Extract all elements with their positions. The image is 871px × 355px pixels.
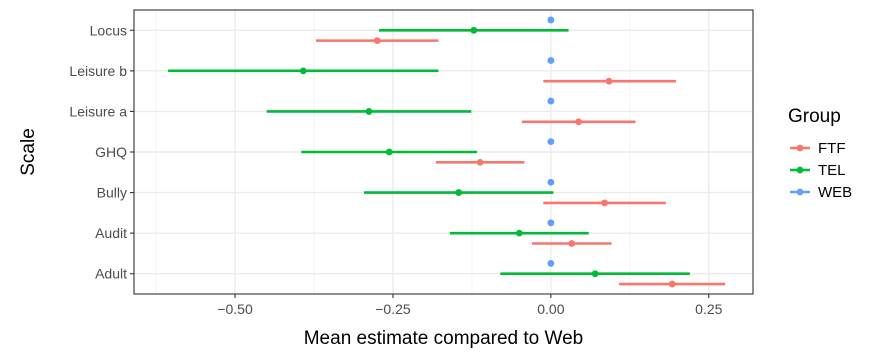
legend-item-tel: TEL (790, 162, 846, 179)
data-point (470, 26, 478, 34)
data-point (668, 280, 676, 288)
legend-item-web: WEB (790, 184, 852, 201)
series-tel (168, 26, 690, 278)
data-point (575, 118, 583, 126)
axes: −0.50 −0.25 0.00 0.25 Locus Leisure b Leisure … (69, 22, 722, 317)
legend-title: Group (788, 106, 841, 127)
data-point (547, 219, 555, 227)
data-point (547, 16, 555, 24)
data-point (373, 37, 381, 45)
data-point (515, 229, 523, 237)
series-layer (168, 16, 726, 288)
data-point (547, 178, 555, 186)
data-point (385, 148, 393, 156)
legend-key-point (796, 188, 804, 196)
y-tick-label: Locus (90, 22, 127, 38)
legend-key-point (796, 144, 804, 152)
legend-key-point (796, 166, 804, 174)
x-axis-title: Mean estimate compared to Web (304, 328, 584, 349)
legend: Group FTF TEL WEB (788, 106, 852, 201)
y-tick-label: Leisure a (69, 103, 127, 119)
legend-label: WEB (818, 184, 852, 201)
data-point (591, 270, 599, 278)
series-ftf (315, 37, 726, 288)
y-tick-label: Bully (97, 185, 127, 201)
x-tick-label: 0.25 (695, 301, 722, 317)
x-tick-label: 0.00 (537, 301, 564, 317)
legend-label: FTF (818, 140, 846, 157)
legend-label: TEL (818, 162, 846, 179)
data-point (547, 57, 555, 64)
series-web (547, 16, 555, 267)
data-point (476, 158, 484, 166)
data-point (605, 77, 613, 85)
x-tick-label: −0.25 (375, 301, 411, 317)
data-point (455, 189, 463, 196)
y-axis-title: Scale (18, 128, 39, 176)
data-point (568, 240, 576, 247)
data-point (365, 108, 373, 115)
data-point (601, 199, 608, 207)
data-point (547, 138, 555, 146)
x-tick-label: −0.50 (217, 301, 253, 317)
y-tick-label: Leisure b (69, 63, 127, 79)
data-point (547, 97, 555, 105)
data-point (547, 259, 555, 267)
legend-item-ftf: FTF (790, 140, 846, 157)
y-tick-label: GHQ (95, 144, 127, 160)
data-point (299, 67, 307, 75)
y-tick-label: Audit (95, 225, 127, 241)
y-tick-label: Adult (95, 266, 127, 282)
